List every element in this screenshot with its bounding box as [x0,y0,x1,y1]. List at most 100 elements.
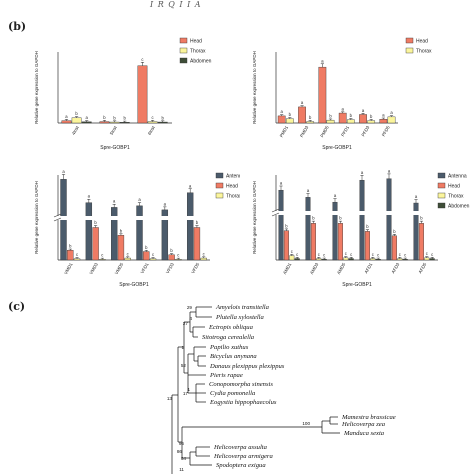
significance-letter: c [127,251,129,256]
bar [149,258,157,261]
tick-label: VFD3 [165,262,175,275]
significance-letter: b [329,113,332,118]
taxon-label: Spodoptera exigua [216,462,266,469]
chart-mated: Relative gene expression to GAPDH Spre-GO… [252,168,470,288]
significance-letter: c [318,252,320,257]
significance-letter: b [309,115,312,120]
legend-swatch [215,182,224,189]
bar [193,227,201,261]
tick-label: PFD5 [381,125,391,138]
taxon-label: Mamestra brassicae [341,414,396,421]
support-value: 1 [181,345,184,350]
significance-letter: c [350,252,352,257]
taxon-label: Conopomorpha sinensis [209,381,273,388]
taxon-label: Sitotroga cerealella [202,334,255,341]
significance-letter: c [323,253,325,258]
support-value: 86 [177,449,183,454]
bar [157,121,168,124]
significance-letter: b [370,114,373,119]
chart-instar: Relative gene expression to GAPDH Spre-GO… [34,37,212,151]
tick-label: VMD5 [114,262,125,276]
significance-letter: a [62,169,65,174]
legend-label: Head [226,184,238,190]
break-mark [53,213,62,218]
significance-letter: c [291,249,293,254]
support-value: 64 [181,456,187,461]
support-value: 1 [187,387,190,392]
break-mark [271,208,280,213]
significance-letter: c [372,252,374,257]
bar [124,257,131,261]
support-value: 17 [183,391,189,396]
y-axis-label: Relative gene expression to GAPDH [34,181,39,254]
bar [277,115,286,124]
significance-letter: c [203,251,205,256]
significance-letter: a [321,58,324,63]
taxon-label: Eogystia hippophaecolus [209,399,277,406]
taxon-label: Pieris rapae [209,372,243,379]
bar [359,179,365,261]
bar [289,255,295,261]
support-value: 4 [189,316,192,321]
significance-letter: a [65,114,68,119]
significance-letter: b [170,248,173,253]
significance-letter: b [113,115,116,120]
significance-letter: c [152,252,154,257]
bar [200,257,207,261]
bar [343,257,349,261]
significance-letter: a [334,193,337,198]
bar [278,189,284,261]
bar [375,259,381,261]
chart-pupa: Relative gene expression to GAPDH Spre-GO… [252,37,432,151]
axis-break [273,211,441,215]
bar [316,258,322,261]
legend-swatch [405,47,414,54]
taxon-label: Helicoverpa zea [341,421,386,428]
bar [305,197,311,261]
x-axis-label: Spre-GOBP1 [322,145,352,151]
tick-label: VMD1 [63,262,74,276]
tick-label: PFD1 [340,125,350,138]
break-mark [53,217,62,222]
tick-label: AMD1 [282,262,293,276]
significance-letter: b [350,113,353,118]
bar [364,231,370,261]
legend-label: Head [416,39,428,45]
bar [67,250,74,261]
bar [429,258,435,261]
axis-break [55,216,213,220]
legend-label: Thorax [416,49,432,55]
significance-letter: b [289,112,292,117]
x-axis-label: Spre-GOBP1 [342,282,372,288]
significance-letter: a [415,194,418,199]
bar [117,235,125,261]
bar [346,119,355,124]
bar [318,66,327,124]
significance-letter: a [88,194,91,199]
significance-letter: b [420,216,423,221]
significance-letter: b [285,223,288,228]
tick-label: AMD3 [309,262,320,276]
taxon-label: Danaus plexippus plexippus [209,363,285,370]
bar [283,230,289,261]
bar [137,65,148,124]
significance-letter: a [138,197,141,202]
significance-letter: c [431,252,433,257]
significance-letter: c [141,57,143,62]
tick-label: PMD1 [279,125,290,139]
significance-letter: c [404,253,406,258]
tick-label: PFD3 [360,125,370,138]
legend-swatch [437,202,446,209]
tick-label: AFD1 [363,262,373,275]
support-value: 100 [302,421,310,426]
significance-letter: c [152,115,154,120]
bar [386,178,392,261]
significance-letter: b [103,115,106,120]
tick-label: 4Inst [71,124,80,135]
bar [119,122,130,124]
bar [136,205,143,261]
bar [110,207,118,261]
bar [147,121,158,124]
legend-label: Thorax [448,194,464,200]
significance-letter: b [124,116,127,121]
